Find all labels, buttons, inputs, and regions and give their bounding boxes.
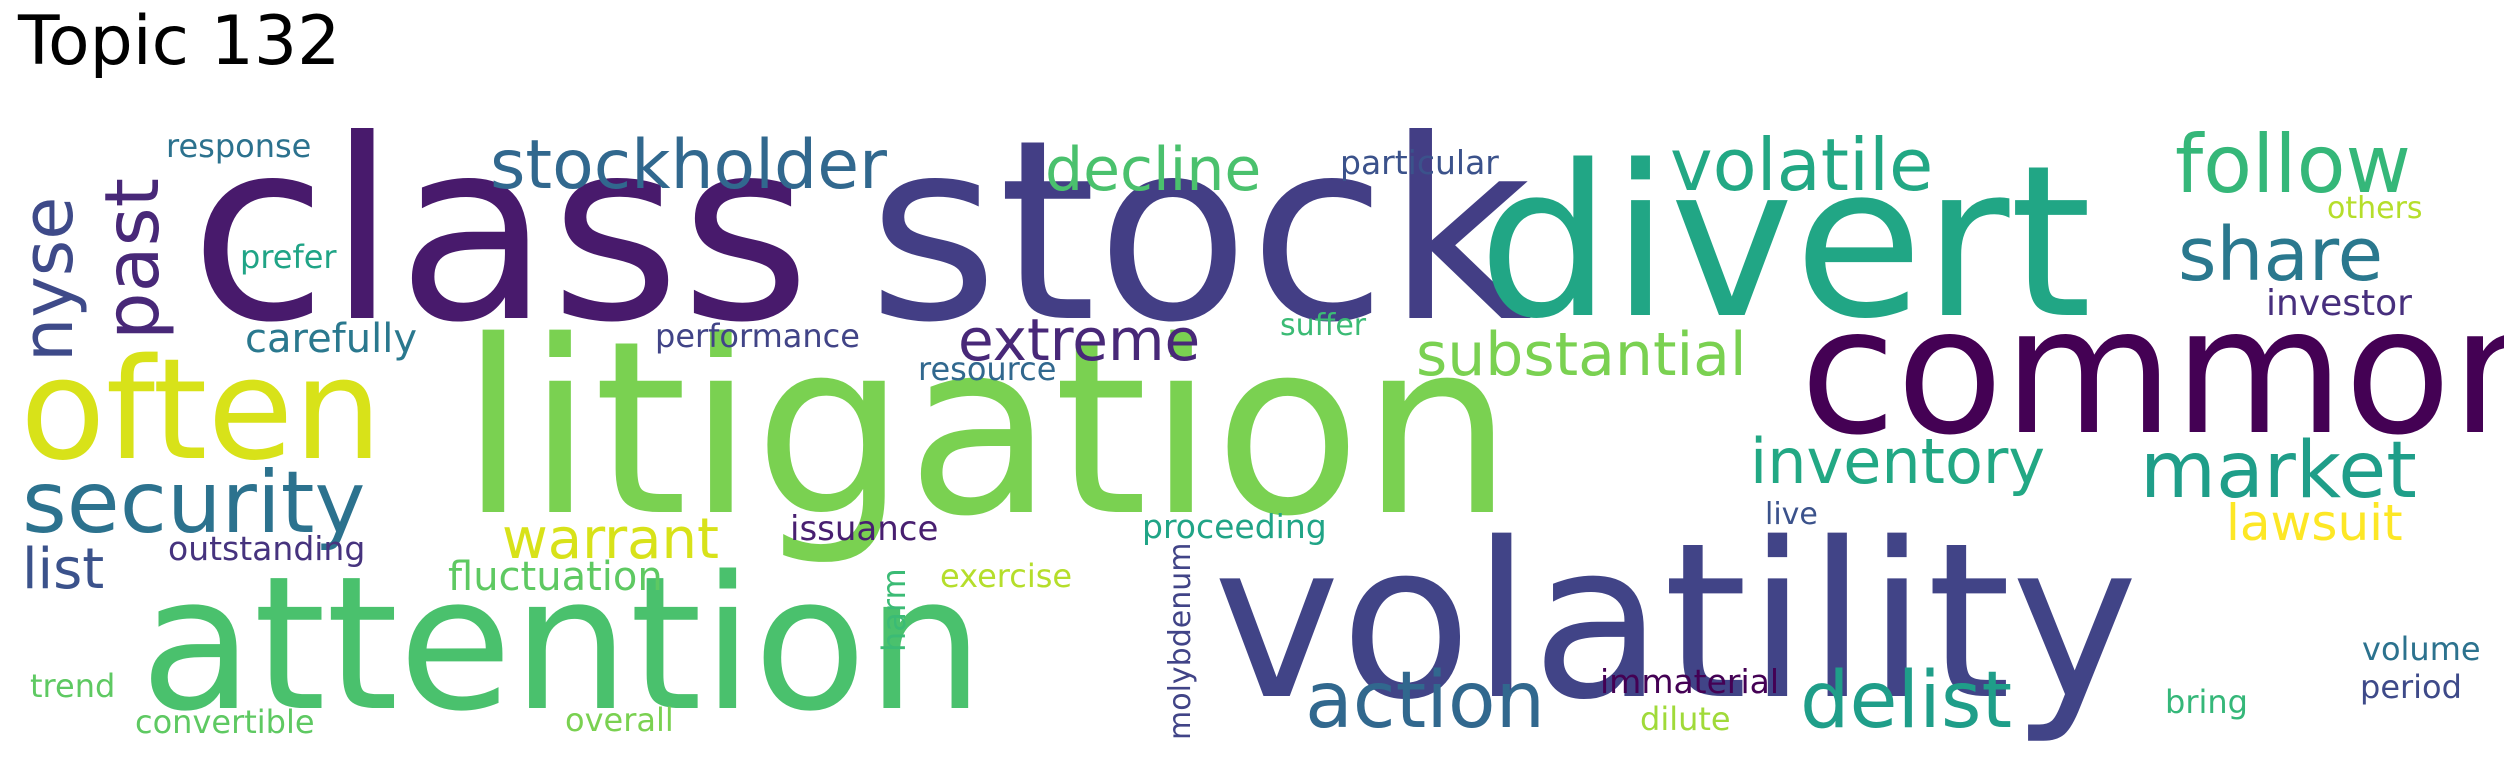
word-past: past [88,178,176,340]
word-performance: performance [655,317,860,355]
word-bring: bring [2165,683,2248,721]
word-exercise: exercise [940,557,1072,595]
word-share: share [2178,212,2383,298]
word-class: class [190,86,811,377]
word-stockholder: stockholder [490,126,887,205]
word-litigation: litigation [460,289,1513,569]
word-attention: attention [140,536,984,752]
word-proceeding: proceeding [1142,507,1327,546]
word-dilute: dilute [1640,700,1731,738]
word-response: response [166,127,311,165]
word-period: period [2360,668,2462,706]
word-harm: harm [875,568,913,652]
word-extreme: extreme [958,306,1200,374]
word-decline: decline [1045,135,1261,205]
word-divert: divert [1478,120,2092,365]
word-warrant: warrant [502,507,719,572]
word-suffer: suffer [1280,308,1367,343]
word-immaterial: immaterial [1600,662,1779,701]
word-outstanding: outstanding [168,529,365,568]
word-trend: trend [30,667,115,705]
word-substantial: substantial [1416,320,1747,390]
word-volume: volume [2362,630,2481,668]
word-volatile: volatile [1670,123,1933,207]
word-delist: delist [1800,656,2012,746]
word-market: market [2140,426,2417,516]
word-others: others [2327,191,2423,226]
word-follow: follow [2175,118,2411,211]
word-common: common [1800,271,2504,474]
word-prefer: prefer [240,238,337,276]
word-molybdenum: molybdenum [1163,543,1198,740]
word-lawsuit: lawsuit [2226,494,2403,552]
word-security: security [22,453,365,553]
word-action: action [1305,656,1545,746]
page-title: Topic 132 [18,2,341,81]
word-resource: resource [918,350,1056,388]
word-particular: particular [1340,143,1499,182]
word-live: live [1765,497,1818,532]
word-stock: stock [868,86,1532,377]
word-overall: overall [565,701,674,739]
word-list: list [22,537,104,602]
word-issuance: issuance [790,509,938,549]
word-fluctuation: fluctuation [448,554,663,600]
word-investor: investor [2266,283,2412,324]
word-convertible: convertible [135,703,315,741]
word-volatility: volatility [1213,496,2138,747]
word-inventory: inventory [1750,425,2045,498]
word-nyse: nyse [7,197,89,362]
word-often: often [20,329,382,492]
word-carefully: carefully [245,316,417,362]
